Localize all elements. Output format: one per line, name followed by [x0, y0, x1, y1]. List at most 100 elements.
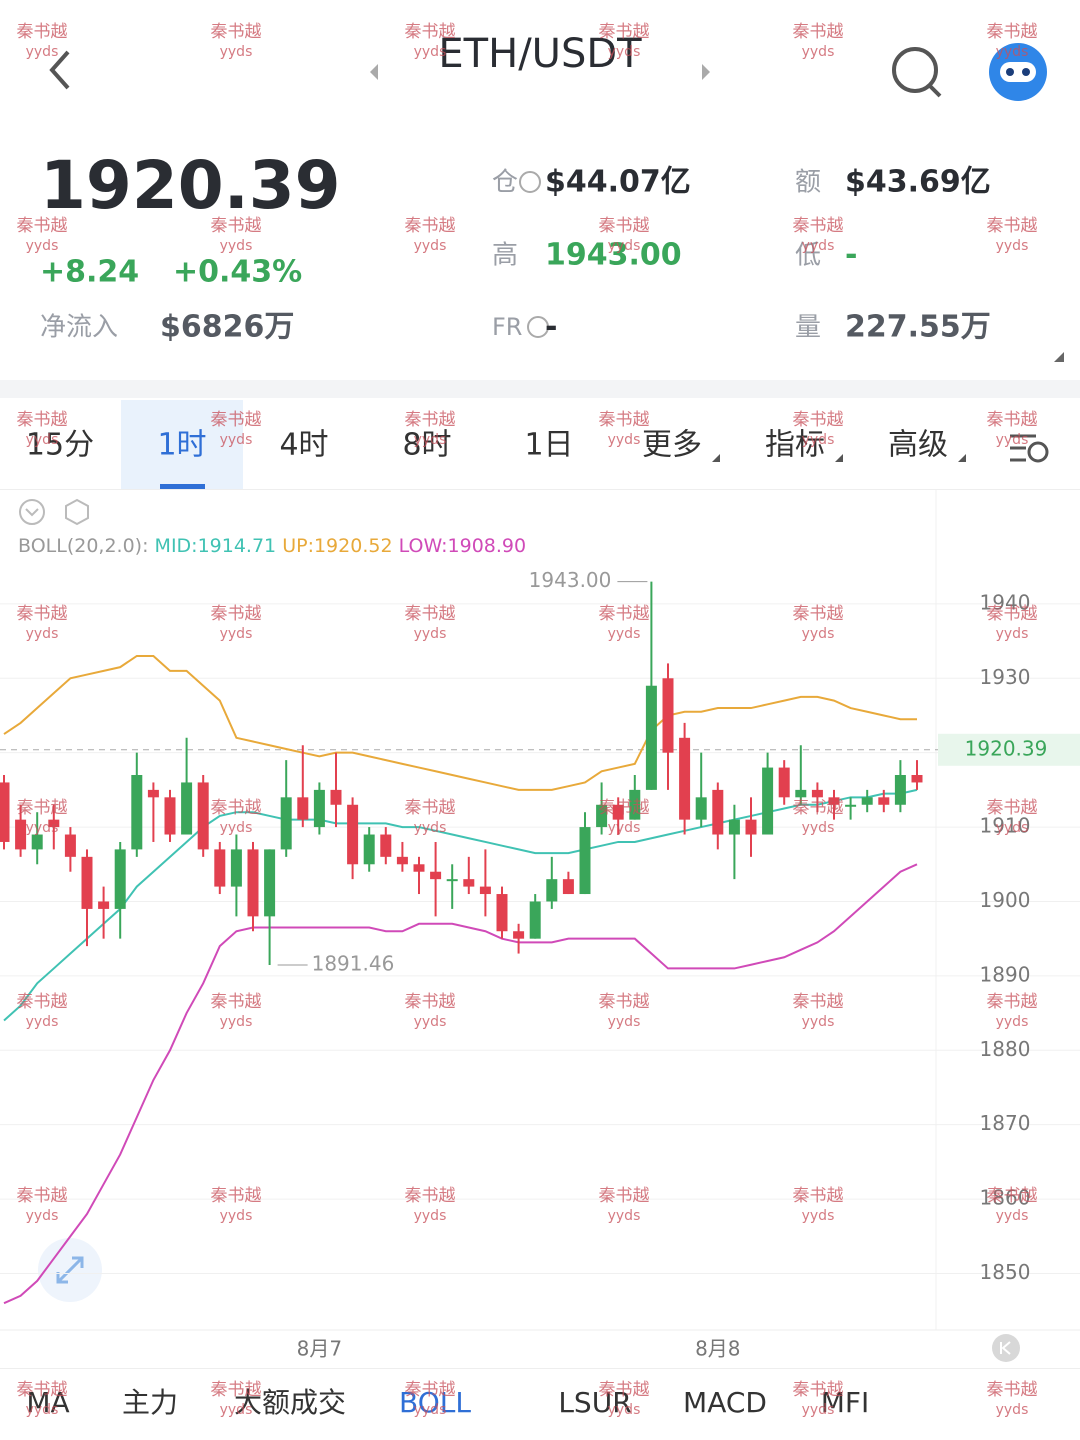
indicator-legend: BOLL(20,2.0): MID:1914.71 UP:1920.52 LOW… [18, 535, 526, 557]
y-tick-label: 1890 [980, 962, 1031, 986]
candle-body [496, 894, 508, 932]
watermark: 秦书越 [793, 1186, 844, 1206]
watermark: yyds [802, 1402, 835, 1418]
candle-body [845, 804, 857, 807]
watermark: yyds [414, 1208, 447, 1224]
expand-button[interactable] [38, 1238, 102, 1302]
indicator-tab[interactable]: MACD [683, 1386, 767, 1419]
indicator-tab[interactable]: MA [26, 1386, 69, 1419]
stat-value: 227.55万 [845, 310, 991, 345]
timeframe-tab[interactable]: 15分 [26, 428, 94, 463]
candle-body [695, 797, 707, 820]
collapse-icon [25, 508, 39, 517]
timeframe-tab[interactable]: 高级 [888, 428, 948, 463]
y-tick-label: 1860 [980, 1186, 1031, 1210]
watermark: 秦书越 [599, 798, 650, 818]
stat-value: - [845, 238, 857, 273]
dropdown-caret [835, 454, 843, 462]
stat-label: 额 [795, 168, 821, 198]
search-button[interactable] [892, 47, 942, 98]
header-title: ETH/USDT [438, 31, 642, 77]
watermark: yyds [608, 432, 641, 448]
candle-body [911, 775, 923, 783]
next-arrow[interactable] [702, 64, 710, 80]
watermark: 秦书越 [211, 1186, 262, 1206]
candle-body [529, 901, 541, 939]
timeframe-tab[interactable]: 1时 [157, 428, 206, 463]
watermark: 秦书越 [987, 1186, 1038, 1206]
watermark: yyds [996, 820, 1029, 836]
timeframe-tab[interactable]: 4时 [279, 428, 328, 463]
timeframe-tab[interactable]: 8时 [402, 428, 451, 463]
candle-body [48, 819, 60, 828]
watermark: yyds [220, 1402, 253, 1418]
watermark: yyds [996, 1402, 1029, 1418]
watermark: 秦书越 [405, 410, 456, 430]
separator [0, 380, 1080, 398]
watermark: 秦书越 [987, 798, 1038, 818]
watermark: 秦书越 [211, 604, 262, 624]
candle-body [679, 737, 691, 820]
stat-value: $44.07亿 [545, 165, 691, 200]
chart-settings[interactable] [1010, 434, 1049, 463]
info-icon[interactable] [527, 316, 549, 338]
watermark: 秦书越 [599, 604, 650, 624]
watermark: yyds [220, 820, 253, 836]
active-tab-indicator [160, 484, 205, 489]
candle-body [31, 834, 43, 850]
collapse-button[interactable] [19, 499, 45, 525]
watermark: 秦书越 [987, 216, 1038, 236]
info-icon[interactable] [519, 171, 541, 193]
timeframe-tab[interactable]: 指标 [765, 428, 825, 463]
timeframe-tab[interactable]: 1日 [524, 428, 573, 463]
boll-lower [3, 863, 918, 1305]
watermark: 秦书越 [405, 798, 456, 818]
watermark: 秦书越 [599, 1186, 650, 1206]
candle-body [728, 819, 740, 835]
watermark: yyds [414, 1014, 447, 1030]
watermark: yyds [220, 1014, 253, 1030]
max-label: 1943.00 [529, 568, 612, 592]
candle-body [15, 819, 27, 850]
candle-body [778, 767, 790, 798]
candle-body [164, 797, 176, 835]
watermark: yyds [26, 626, 59, 642]
watermark: yyds [26, 1014, 59, 1030]
scroll-end-icon [1000, 1341, 1011, 1355]
settings-icon [1027, 441, 1049, 463]
candle-body [330, 789, 342, 805]
watermark: yyds [802, 1014, 835, 1030]
indicator-tab[interactable]: 主力 [122, 1386, 178, 1419]
candle-body [828, 797, 840, 805]
stat-label: 高 [492, 241, 518, 271]
candle-body [413, 864, 425, 872]
indicator-tab[interactable]: BOLL [399, 1386, 471, 1419]
watermark: yyds [802, 626, 835, 642]
change-pct: +0.43% [173, 255, 302, 290]
indicator-tab[interactable]: 大额成交 [234, 1386, 346, 1419]
stat-label: 量 [795, 313, 821, 343]
expand-corner[interactable] [1054, 352, 1064, 362]
avatar[interactable] [989, 43, 1047, 101]
min-label: 1891.46 [312, 952, 395, 976]
watermark: yyds [26, 432, 59, 448]
scroll-end-button[interactable] [992, 1334, 1020, 1362]
watermark: yyds [996, 432, 1029, 448]
legend-low: LOW:1908.90 [399, 535, 527, 557]
y-tick-label: 1870 [980, 1111, 1031, 1135]
watermark: 秦书越 [599, 1380, 650, 1400]
candle-body [596, 804, 608, 828]
indicator-tab[interactable]: LSUR [558, 1386, 631, 1419]
candle-body [878, 797, 890, 805]
indicator-tab[interactable]: MFI [821, 1386, 870, 1419]
timeframe-tab[interactable]: 更多 [642, 428, 702, 463]
settings-button[interactable] [65, 498, 89, 526]
watermark: yyds [608, 1208, 641, 1224]
watermark: yyds [802, 44, 835, 60]
stat-value: $43.69亿 [845, 165, 991, 200]
prev-arrow[interactable] [370, 64, 378, 80]
stat-label: 仓 [492, 168, 518, 198]
back-button[interactable] [49, 50, 70, 90]
candle-body [247, 849, 259, 917]
